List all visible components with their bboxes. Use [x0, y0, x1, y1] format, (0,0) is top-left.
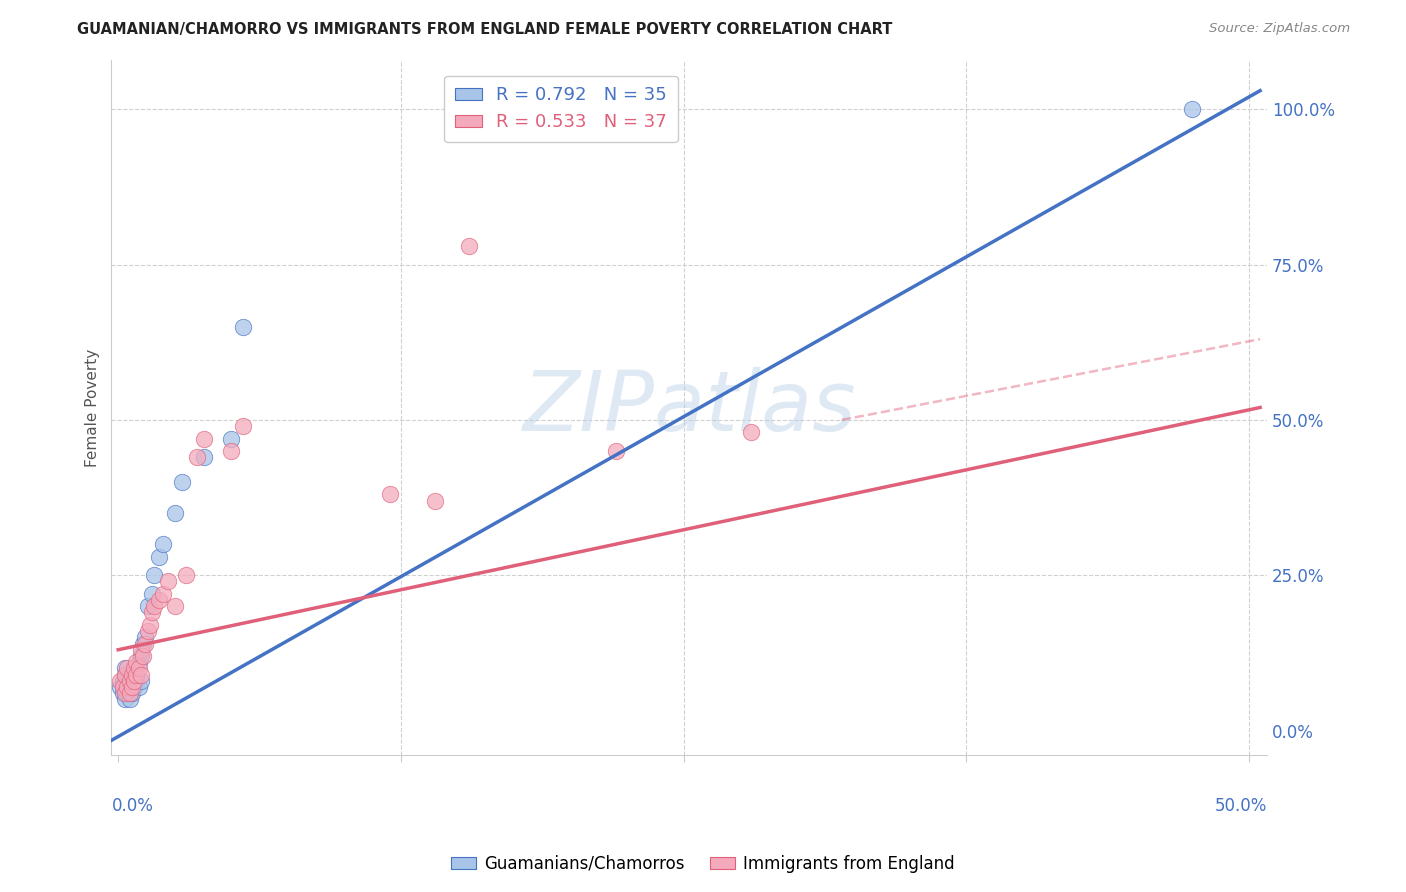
Point — [122, 673, 145, 688]
Point — [136, 624, 159, 639]
Point — [141, 587, 163, 601]
Point — [111, 686, 134, 700]
Point — [129, 673, 152, 688]
Point — [148, 593, 170, 607]
Point — [156, 574, 179, 589]
Point — [132, 636, 155, 650]
Point — [111, 673, 134, 688]
Point — [129, 667, 152, 681]
Point — [378, 487, 401, 501]
Point — [118, 686, 141, 700]
Point — [122, 661, 145, 675]
Point — [122, 667, 145, 681]
Point — [129, 642, 152, 657]
Point — [136, 599, 159, 614]
Point — [121, 673, 143, 688]
Point — [219, 432, 242, 446]
Point — [122, 680, 145, 694]
Point — [114, 686, 136, 700]
Point — [219, 444, 242, 458]
Point — [125, 667, 148, 681]
Point — [139, 618, 162, 632]
Point — [111, 680, 134, 694]
Point — [118, 673, 141, 688]
Point — [232, 319, 254, 334]
Point — [170, 475, 193, 489]
Point — [125, 661, 148, 675]
Point — [121, 686, 143, 700]
Point — [143, 599, 166, 614]
Point — [1181, 103, 1204, 117]
Point — [193, 432, 215, 446]
Legend: Guamanians/Chamorros, Immigrants from England: Guamanians/Chamorros, Immigrants from En… — [444, 848, 962, 880]
Text: 0.0%: 0.0% — [111, 797, 153, 815]
Point — [423, 493, 446, 508]
Point — [115, 661, 138, 675]
Point — [129, 648, 152, 663]
Point — [174, 568, 197, 582]
Point — [232, 419, 254, 434]
Point — [121, 680, 143, 694]
Point — [118, 680, 141, 694]
Point — [110, 673, 132, 688]
Point — [457, 239, 479, 253]
Point — [186, 450, 208, 465]
Point — [114, 661, 136, 675]
Text: Source: ZipAtlas.com: Source: ZipAtlas.com — [1209, 22, 1350, 36]
Point — [128, 661, 150, 675]
Point — [115, 673, 138, 688]
Point — [110, 680, 132, 694]
Point — [740, 425, 762, 440]
Point — [115, 686, 138, 700]
Point — [152, 537, 174, 551]
Point — [132, 648, 155, 663]
Text: 50.0%: 50.0% — [1215, 797, 1267, 815]
Point — [143, 568, 166, 582]
Point — [128, 680, 150, 694]
Point — [118, 667, 141, 681]
Point — [125, 655, 148, 669]
Point — [114, 667, 136, 681]
Y-axis label: Female Poverty: Female Poverty — [86, 349, 100, 467]
Legend: R = 0.792   N = 35, R = 0.533   N = 37: R = 0.792 N = 35, R = 0.533 N = 37 — [444, 76, 678, 143]
Point — [605, 444, 627, 458]
Point — [152, 587, 174, 601]
Point — [121, 667, 143, 681]
Point — [148, 549, 170, 564]
Point — [125, 673, 148, 688]
Text: GUAMANIAN/CHAMORRO VS IMMIGRANTS FROM ENGLAND FEMALE POVERTY CORRELATION CHART: GUAMANIAN/CHAMORRO VS IMMIGRANTS FROM EN… — [77, 22, 893, 37]
Point — [163, 506, 186, 520]
Point — [115, 680, 138, 694]
Point — [128, 655, 150, 669]
Point — [134, 630, 156, 644]
Point — [118, 692, 141, 706]
Point — [141, 606, 163, 620]
Point — [193, 450, 215, 465]
Point — [163, 599, 186, 614]
Point — [114, 692, 136, 706]
Text: ZIPatlas: ZIPatlas — [523, 367, 856, 448]
Point — [115, 680, 138, 694]
Point — [134, 636, 156, 650]
Point — [114, 667, 136, 681]
